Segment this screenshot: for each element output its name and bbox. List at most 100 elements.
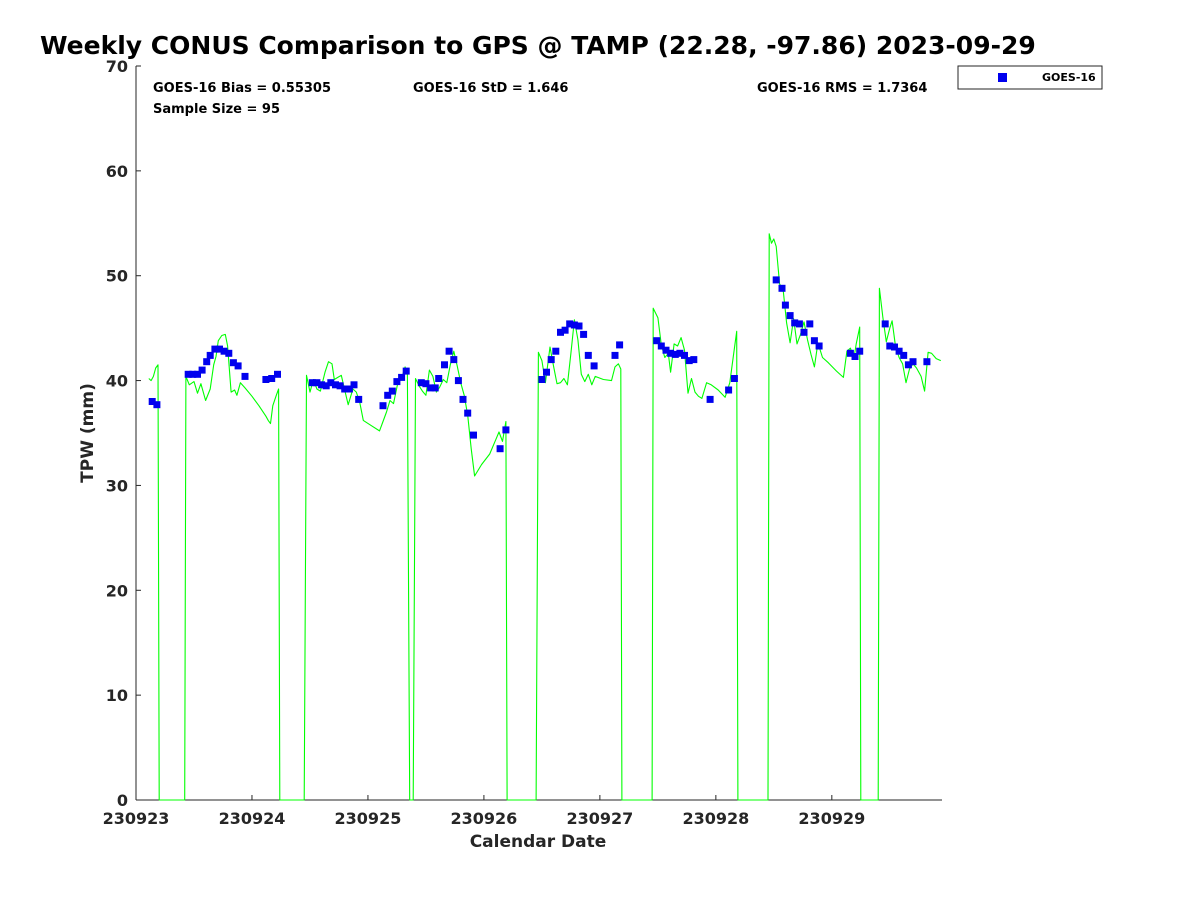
x-tick-label: 230927 bbox=[566, 809, 633, 828]
y-tick-label: 20 bbox=[106, 581, 128, 600]
goes16-data-point bbox=[262, 376, 270, 383]
goes16-data-point bbox=[653, 337, 661, 345]
goes16-data-point bbox=[616, 341, 624, 349]
goes16-data-point bbox=[393, 378, 401, 386]
stat-rms: GOES-16 RMS = 1.7364 bbox=[757, 81, 927, 96]
goes16-data-point bbox=[454, 377, 462, 385]
gps-series-line bbox=[148, 233, 942, 801]
stat-std: GOES-16 StD = 1.646 bbox=[413, 81, 568, 96]
goes16-data-point bbox=[194, 370, 201, 378]
y-tick-label: 10 bbox=[106, 686, 128, 705]
goes16-data-point bbox=[211, 345, 219, 353]
goes16-data-point bbox=[148, 398, 156, 405]
goes16-data-point bbox=[189, 370, 197, 378]
goes16-data-point bbox=[786, 312, 794, 320]
goes16-data-point bbox=[706, 395, 714, 403]
goes16-data-point bbox=[206, 351, 214, 359]
goes16-data-point bbox=[441, 361, 448, 369]
goes16-data-point bbox=[815, 342, 823, 350]
x-tick-label: 230928 bbox=[682, 809, 749, 828]
goes16-data-point bbox=[398, 373, 406, 381]
goes16-data-point bbox=[566, 320, 574, 328]
goes16-data-point bbox=[772, 276, 780, 284]
goes16-data-point bbox=[676, 349, 684, 357]
goes16-data-point bbox=[345, 385, 353, 393]
goes16-data-point bbox=[350, 381, 358, 389]
goes16-data-point bbox=[547, 356, 555, 364]
goes16-data-point bbox=[846, 349, 854, 357]
goes16-series-points bbox=[148, 276, 931, 453]
goes16-data-point bbox=[470, 431, 477, 439]
goes16-data-point bbox=[384, 391, 392, 399]
goes16-data-point bbox=[552, 347, 560, 355]
goes16-data-point bbox=[800, 328, 808, 336]
goes16-data-point bbox=[730, 375, 738, 382]
goes16-data-point bbox=[435, 375, 443, 382]
goes16-data-point bbox=[422, 380, 430, 388]
goes16-data-point bbox=[450, 356, 458, 364]
goes16-data-point bbox=[538, 376, 546, 383]
goes16-data-point bbox=[313, 379, 321, 387]
goes16-data-point bbox=[909, 358, 917, 366]
y-tick-label: 0 bbox=[117, 791, 128, 810]
goes16-data-point bbox=[795, 320, 803, 328]
goes16-data-point bbox=[851, 353, 859, 360]
goes16-data-point bbox=[557, 328, 564, 336]
goes16-data-point bbox=[778, 284, 786, 292]
goes16-data-point bbox=[431, 384, 439, 392]
legend-label-goes16: GOES-16 bbox=[1042, 71, 1096, 84]
goes16-data-point bbox=[685, 357, 693, 365]
y-axis-ticks: 0 10 20 30 40 50 60 70 bbox=[106, 57, 141, 810]
goes16-data-point bbox=[580, 330, 588, 338]
goes16-data-point bbox=[203, 358, 211, 366]
goes16-data-point bbox=[791, 319, 799, 327]
y-axis-label: TPW (mm) bbox=[78, 383, 98, 483]
x-tick-label: 230923 bbox=[103, 809, 170, 828]
legend-marker-goes16 bbox=[998, 73, 1007, 82]
goes16-data-point bbox=[379, 402, 387, 410]
goes16-data-point bbox=[662, 346, 670, 354]
goes16-data-point bbox=[427, 384, 435, 392]
stat-bias: GOES-16 Bias = 0.55305 bbox=[153, 81, 331, 96]
y-tick-label: 60 bbox=[106, 162, 128, 181]
goes16-data-point bbox=[153, 401, 161, 409]
goes16-data-point bbox=[671, 350, 679, 358]
goes16-data-point bbox=[590, 362, 598, 370]
goes16-data-point bbox=[402, 367, 410, 375]
y-tick-label: 50 bbox=[106, 267, 128, 286]
goes16-data-point bbox=[225, 349, 233, 357]
goes16-data-point bbox=[327, 379, 335, 387]
y-tick-label: 40 bbox=[106, 372, 128, 391]
stat-sample-size: Sample Size = 95 bbox=[153, 102, 280, 117]
goes16-data-point bbox=[268, 375, 276, 382]
goes16-data-point bbox=[341, 385, 349, 393]
goes16-data-point bbox=[895, 347, 903, 355]
legend-box bbox=[957, 65, 1103, 90]
goes16-data-point bbox=[184, 370, 192, 378]
goes16-data-point bbox=[923, 358, 931, 366]
goes16-data-point bbox=[904, 361, 912, 369]
goes16-data-point bbox=[355, 395, 363, 403]
y-tick-label: 30 bbox=[106, 476, 128, 495]
goes16-data-point bbox=[806, 320, 814, 328]
goes16-data-point bbox=[198, 366, 206, 374]
x-tick-label: 230925 bbox=[335, 809, 402, 828]
goes16-data-point bbox=[229, 359, 237, 367]
goes16-data-point bbox=[891, 343, 898, 351]
goes16-data-point bbox=[274, 370, 281, 378]
goes16-data-point bbox=[575, 322, 583, 330]
goes16-data-point bbox=[681, 351, 688, 359]
goes16-data-point bbox=[388, 387, 396, 395]
goes16-data-point bbox=[322, 382, 330, 390]
legend: GOES-16 bbox=[957, 65, 1103, 90]
y-tick-label: 70 bbox=[106, 57, 128, 76]
goes16-data-point bbox=[781, 301, 789, 309]
goes16-data-point bbox=[336, 382, 344, 390]
goes16-data-point bbox=[332, 381, 339, 389]
goes16-data-point bbox=[220, 347, 228, 355]
gps-line-path bbox=[148, 233, 942, 801]
goes16-data-point bbox=[308, 379, 316, 387]
goes16-data-point bbox=[584, 351, 592, 359]
goes16-data-point bbox=[667, 349, 675, 357]
